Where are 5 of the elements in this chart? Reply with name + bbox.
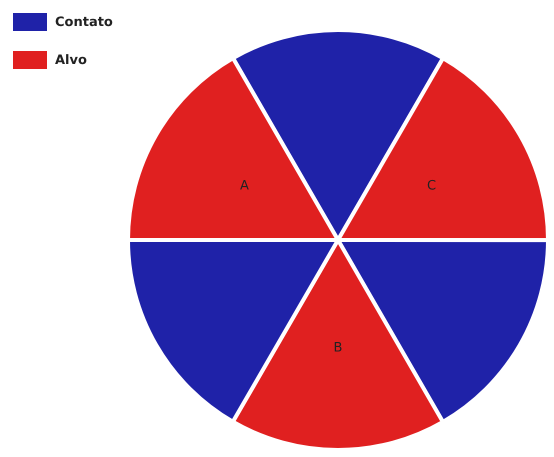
text: Contato bbox=[55, 14, 113, 30]
text: Alvo bbox=[55, 52, 87, 68]
slice-label: C bbox=[427, 178, 436, 194]
slice-label: A bbox=[240, 178, 250, 194]
slice-label: B bbox=[333, 340, 342, 356]
